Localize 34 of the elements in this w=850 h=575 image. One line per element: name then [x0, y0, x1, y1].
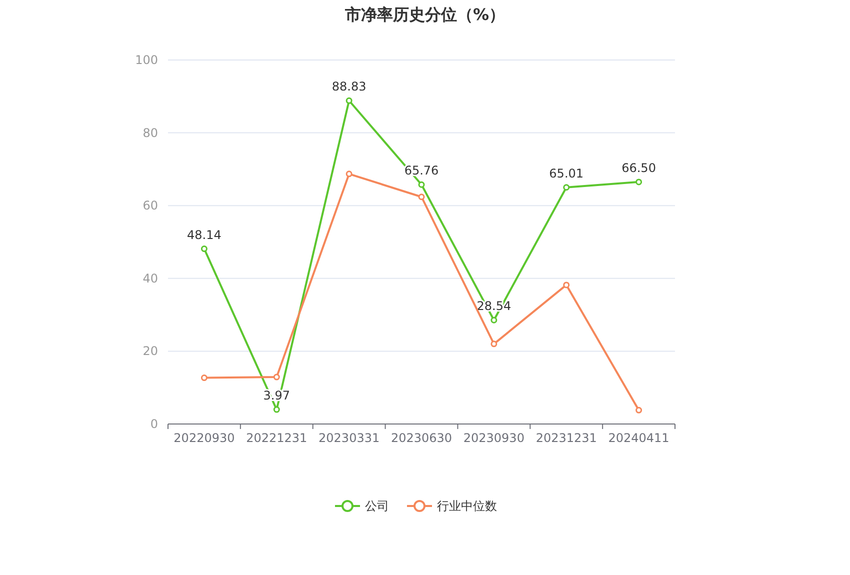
point [636, 406, 642, 414]
y-tick-label: 0 [150, 417, 158, 431]
x-tick-label: 20220930 [174, 431, 235, 445]
chart-title: 市净率历史分位（%） [344, 5, 506, 24]
y-tick-label: 20 [142, 344, 158, 358]
point [346, 170, 352, 178]
y-tick-label: 40 [142, 271, 158, 286]
y-tick-label: 80 [142, 126, 158, 140]
x-tick-label: 20231231 [536, 431, 597, 445]
y-tick-label: 100 [135, 53, 158, 67]
legend-label: 行业中位数 [437, 499, 497, 513]
data-label: 48.14 [187, 228, 222, 242]
x-tick-label: 20221231 [246, 431, 308, 445]
point [490, 340, 498, 348]
data-label: 65.01 [549, 166, 584, 180]
x-tick-label: 20230331 [318, 431, 380, 445]
point [418, 194, 425, 200]
point [273, 374, 280, 380]
point [273, 406, 280, 413]
x-tick-label: 20230930 [463, 431, 524, 445]
y-tick-label: 60 [142, 198, 158, 213]
point [346, 97, 352, 104]
data-label: 66.50 [622, 160, 656, 175]
point [200, 374, 208, 382]
legend-label: 公司 [365, 499, 389, 513]
point [200, 246, 208, 252]
x-tick-label: 20240411 [608, 431, 670, 445]
x-tick-label: 20230630 [390, 431, 452, 445]
point [563, 282, 570, 288]
point [563, 184, 570, 191]
point [490, 316, 498, 324]
point [636, 178, 642, 186]
point [418, 181, 425, 188]
data-label: 88.83 [332, 80, 366, 94]
